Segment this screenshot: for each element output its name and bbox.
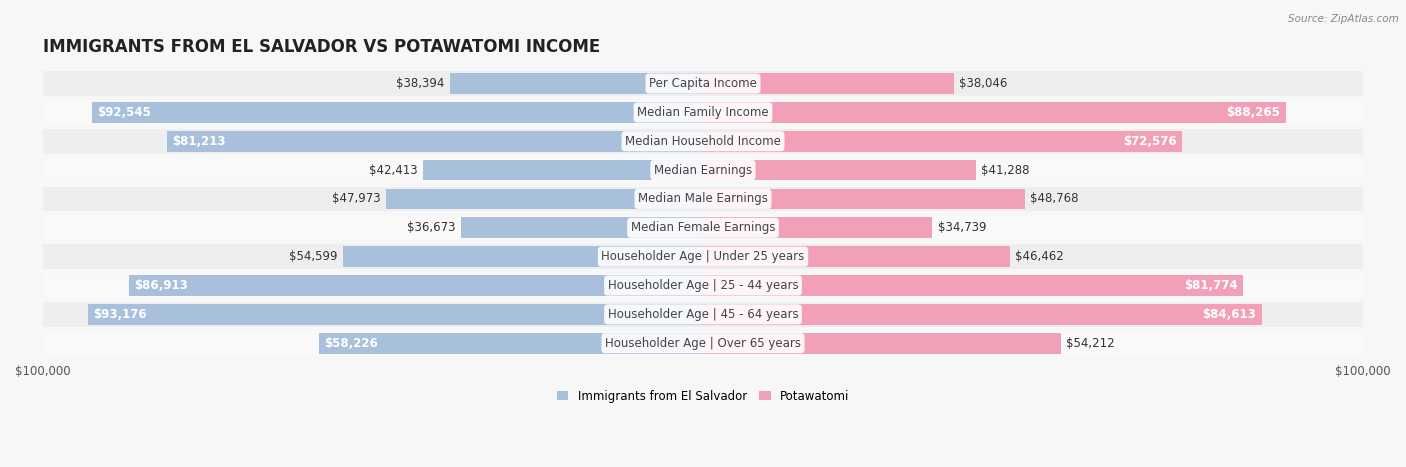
Text: $81,213: $81,213 — [172, 135, 225, 148]
Text: Median Female Earnings: Median Female Earnings — [631, 221, 775, 234]
Bar — [87, 304, 703, 325]
Bar — [461, 218, 703, 238]
Bar — [42, 100, 1364, 125]
Bar — [703, 275, 1243, 296]
Bar — [42, 158, 1364, 182]
Bar — [91, 102, 703, 123]
Bar — [42, 244, 1364, 269]
Legend: Immigrants from El Salvador, Potawatomi: Immigrants from El Salvador, Potawatomi — [551, 385, 855, 408]
Text: $58,226: $58,226 — [323, 337, 378, 350]
Bar — [703, 189, 1025, 209]
Text: Householder Age | 45 - 64 years: Householder Age | 45 - 64 years — [607, 308, 799, 321]
Text: $46,462: $46,462 — [1015, 250, 1064, 263]
Bar — [42, 216, 1364, 240]
Text: $38,046: $38,046 — [959, 77, 1008, 90]
Bar — [703, 73, 955, 94]
Text: $54,599: $54,599 — [288, 250, 337, 263]
Text: $88,265: $88,265 — [1226, 106, 1281, 119]
Bar — [703, 131, 1182, 152]
Text: $92,545: $92,545 — [97, 106, 152, 119]
Text: Householder Age | 25 - 44 years: Householder Age | 25 - 44 years — [607, 279, 799, 292]
Text: $86,913: $86,913 — [135, 279, 188, 292]
Bar — [42, 71, 1364, 96]
Bar — [703, 218, 932, 238]
Text: $47,973: $47,973 — [332, 192, 381, 205]
Text: Median Earnings: Median Earnings — [654, 163, 752, 177]
Text: $81,774: $81,774 — [1184, 279, 1237, 292]
Bar — [423, 160, 703, 180]
Bar — [703, 160, 976, 180]
Bar — [42, 187, 1364, 211]
Text: $72,576: $72,576 — [1123, 135, 1177, 148]
Text: $93,176: $93,176 — [93, 308, 146, 321]
Bar — [42, 331, 1364, 355]
Bar — [42, 129, 1364, 154]
Text: Median Male Earnings: Median Male Earnings — [638, 192, 768, 205]
Text: $84,613: $84,613 — [1202, 308, 1257, 321]
Text: Median Household Income: Median Household Income — [626, 135, 780, 148]
Bar — [343, 246, 703, 267]
Bar — [703, 246, 1010, 267]
Bar — [319, 333, 703, 354]
Bar — [703, 304, 1261, 325]
Text: Householder Age | Under 25 years: Householder Age | Under 25 years — [602, 250, 804, 263]
Bar — [703, 333, 1062, 354]
Text: Householder Age | Over 65 years: Householder Age | Over 65 years — [605, 337, 801, 350]
Text: Median Family Income: Median Family Income — [637, 106, 769, 119]
Text: Source: ZipAtlas.com: Source: ZipAtlas.com — [1288, 14, 1399, 24]
Text: $54,212: $54,212 — [1066, 337, 1115, 350]
Bar — [387, 189, 703, 209]
Text: $34,739: $34,739 — [938, 221, 986, 234]
Text: $36,673: $36,673 — [408, 221, 456, 234]
Text: $42,413: $42,413 — [370, 163, 418, 177]
Text: Per Capita Income: Per Capita Income — [650, 77, 756, 90]
Text: $48,768: $48,768 — [1031, 192, 1078, 205]
Bar — [703, 102, 1285, 123]
Bar — [167, 131, 703, 152]
Bar — [42, 302, 1364, 326]
Text: $38,394: $38,394 — [396, 77, 444, 90]
Bar — [42, 273, 1364, 298]
Text: IMMIGRANTS FROM EL SALVADOR VS POTAWATOMI INCOME: IMMIGRANTS FROM EL SALVADOR VS POTAWATOM… — [42, 38, 600, 57]
Bar — [450, 73, 703, 94]
Bar — [129, 275, 703, 296]
Text: $41,288: $41,288 — [981, 163, 1029, 177]
